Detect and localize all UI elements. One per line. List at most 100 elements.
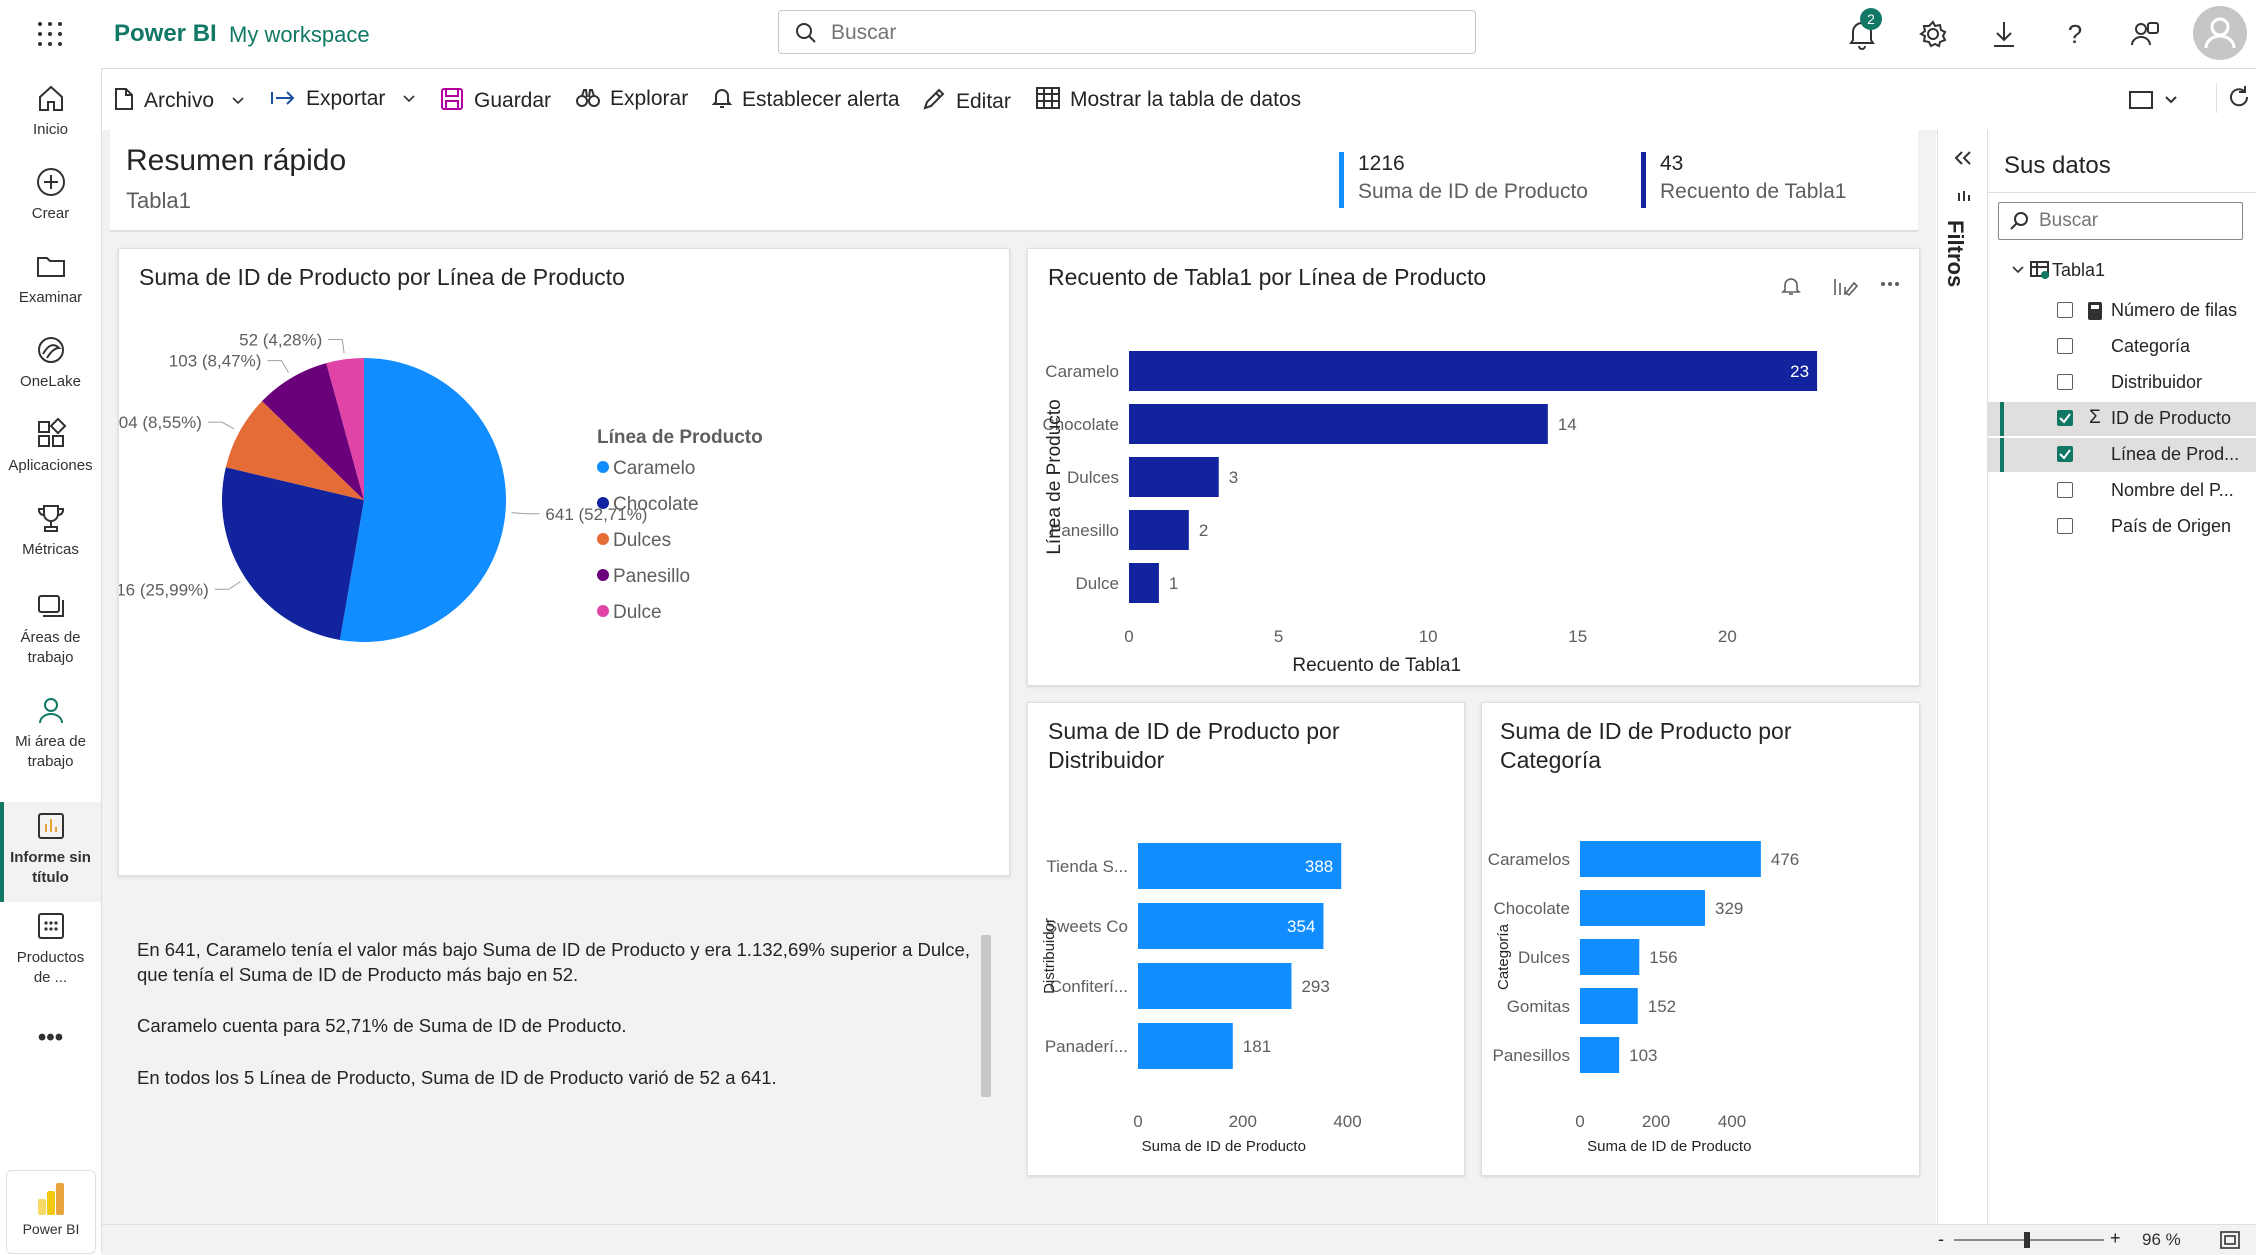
settings-button[interactable] xyxy=(1913,14,1953,54)
more-options-icon[interactable] xyxy=(1880,279,1900,289)
bar xyxy=(1580,1037,1620,1073)
bar-chart-card-distribuidor[interactable]: Suma de ID de Producto por Distribuidor … xyxy=(1027,702,1465,1176)
save-icon xyxy=(441,88,463,110)
notifications-button[interactable]: 2 xyxy=(1842,8,1882,54)
field-nombre-producto[interactable]: Nombre del P... xyxy=(1988,474,2256,508)
zoom-out-button[interactable]: - xyxy=(1938,1229,1944,1249)
field-checkbox[interactable] xyxy=(2057,482,2073,498)
avatar[interactable] xyxy=(2193,6,2247,60)
search-input[interactable] xyxy=(829,19,1453,47)
table-node[interactable]: Tabla1 xyxy=(2012,260,2105,281)
field-checkbox-checked[interactable] xyxy=(2057,410,2073,426)
field-checkbox[interactable] xyxy=(2057,302,2073,318)
legend-item: Caramelo xyxy=(613,458,695,479)
field-checkbox[interactable] xyxy=(2057,338,2073,354)
data-search-box[interactable] xyxy=(1998,202,2243,240)
exportar-menu[interactable]: Exportar xyxy=(270,87,415,111)
more-options-icon[interactable]: ••• xyxy=(37,1024,64,1051)
zoom-slider[interactable] xyxy=(1954,1232,2104,1248)
rail-item-my-workspace[interactable]: Mi área de trabajo xyxy=(0,694,101,772)
bar xyxy=(1580,841,1761,877)
trophy-icon xyxy=(37,505,64,532)
insights-scrollbar[interactable] xyxy=(981,935,991,1097)
fit-page-icon[interactable] xyxy=(2220,1231,2240,1249)
field-checkbox[interactable] xyxy=(2057,374,2073,390)
field-linea-producto[interactable]: Línea de Prod... xyxy=(1988,438,2256,472)
calculator-icon xyxy=(2088,302,2102,320)
rail-label: Productos de ... xyxy=(16,949,85,986)
explorar-button[interactable]: Explorar xyxy=(576,87,688,111)
dataset-icon xyxy=(37,913,64,939)
visual-analyze-icon[interactable] xyxy=(1832,275,1858,297)
chevron-down-icon xyxy=(403,95,415,103)
field-pais-origen[interactable]: País de Origen xyxy=(1988,510,2256,544)
field-distribuidor[interactable]: Distribuidor xyxy=(1988,366,2256,400)
legend-title: Línea de Producto xyxy=(597,427,763,448)
data-pane-divider xyxy=(1988,192,2256,193)
table-icon xyxy=(1036,87,1060,109)
field-categoria[interactable]: Categoría xyxy=(1988,330,2256,364)
chart-title: Suma de ID de Producto por Distribuidor xyxy=(1048,718,1340,773)
chevron-double-left-icon[interactable] xyxy=(1954,150,1972,166)
workspace-link[interactable]: My workspace xyxy=(229,22,370,47)
rail-item-apps[interactable]: Aplicaciones xyxy=(0,418,101,476)
archivo-menu[interactable]: Archivo xyxy=(114,87,244,113)
app-launcher-icon[interactable] xyxy=(36,20,64,48)
rail-label: Crear xyxy=(31,205,70,222)
rail-item-create[interactable]: Crear xyxy=(0,166,101,224)
download-button[interactable] xyxy=(1984,14,2024,54)
report-canvas: Resumen rápido Tabla1 1216 Suma de ID de… xyxy=(102,130,1936,1224)
pie-slice-dulce xyxy=(326,358,364,500)
zoom-in-button[interactable]: + xyxy=(2110,1228,2121,1248)
rail-label: Inicio xyxy=(32,121,69,138)
guardar-button[interactable]: Guardar xyxy=(440,87,551,113)
data-label: 293 xyxy=(1301,977,1329,996)
pie-leader-line xyxy=(214,581,241,590)
view-mode-button[interactable] xyxy=(2126,87,2186,113)
legend-marker xyxy=(597,605,609,617)
help-button[interactable]: ? xyxy=(2055,14,2095,54)
rail-item-report[interactable]: Informe sin título xyxy=(0,802,101,902)
rail-item-dataset[interactable]: Productos de ... xyxy=(0,910,101,988)
editar-button[interactable]: Editar xyxy=(922,87,1011,114)
visual-alert-icon[interactable] xyxy=(1780,275,1802,297)
person-icon xyxy=(38,698,63,724)
sigma-icon: Σ xyxy=(2089,407,2101,428)
pie-chart-card[interactable]: Suma de ID de Producto por Línea de Prod… xyxy=(118,248,1010,1097)
mostrar-tabla-button[interactable]: Mostrar la tabla de datos xyxy=(1036,87,1301,112)
establecer-alerta-button[interactable]: Establecer alerta xyxy=(712,87,900,112)
y-tick-label: Panaderí... xyxy=(1045,1037,1128,1056)
filters-pane-collapsed[interactable]: Filtros xyxy=(1937,130,1988,1224)
rail-item-browse[interactable]: Examinar xyxy=(0,250,101,308)
rail-item-metrics[interactable]: Métricas xyxy=(0,502,101,560)
bar-chart-card-categoria[interactable]: Suma de ID de Producto por Categoría 0 20… xyxy=(1481,702,1920,1176)
refresh-icon xyxy=(2230,86,2249,107)
legend-marker xyxy=(597,569,609,581)
search-box[interactable] xyxy=(778,10,1476,54)
refresh-button[interactable] xyxy=(2216,83,2255,113)
home-icon xyxy=(38,85,63,111)
data-search-input[interactable] xyxy=(2037,209,2231,233)
field-id-producto[interactable]: Σ ID de Producto xyxy=(1988,402,2256,436)
field-numero-filas[interactable]: Número de filas xyxy=(1988,294,2256,328)
x-axis-title: Suma de ID de Producto xyxy=(1587,1138,1751,1155)
apps-icon xyxy=(37,418,66,447)
y-tick-label: Dulces xyxy=(1067,468,1119,487)
binoculars-icon xyxy=(576,89,600,107)
zoom-slider-thumb[interactable] xyxy=(2024,1232,2030,1248)
powerbi-logo[interactable]: Power BI xyxy=(6,1170,96,1254)
share-button[interactable] xyxy=(2126,14,2166,54)
search-icon xyxy=(796,23,816,43)
field-checkbox-checked[interactable] xyxy=(2057,446,2073,462)
chart-title: Recuento de Tabla1 por Línea de Producto xyxy=(1048,264,1487,290)
field-label: Número de filas xyxy=(2111,300,2238,320)
zoom-level: 96 % xyxy=(2142,1230,2181,1249)
explorar-label: Explorar xyxy=(610,87,689,110)
field-checkbox[interactable] xyxy=(2057,518,2073,534)
app-brand[interactable]: Power BI xyxy=(114,20,217,47)
legend-item: Dulces xyxy=(613,530,671,551)
rail-item-onelake[interactable]: OneLake xyxy=(0,334,101,392)
rail-item-workspaces[interactable]: Áreas de trabajo xyxy=(0,590,101,668)
bar-chart-card-linea[interactable]: Recuento de Tabla1 por Línea de Producto… xyxy=(1027,248,1920,686)
rail-item-home[interactable]: Inicio xyxy=(0,82,101,140)
